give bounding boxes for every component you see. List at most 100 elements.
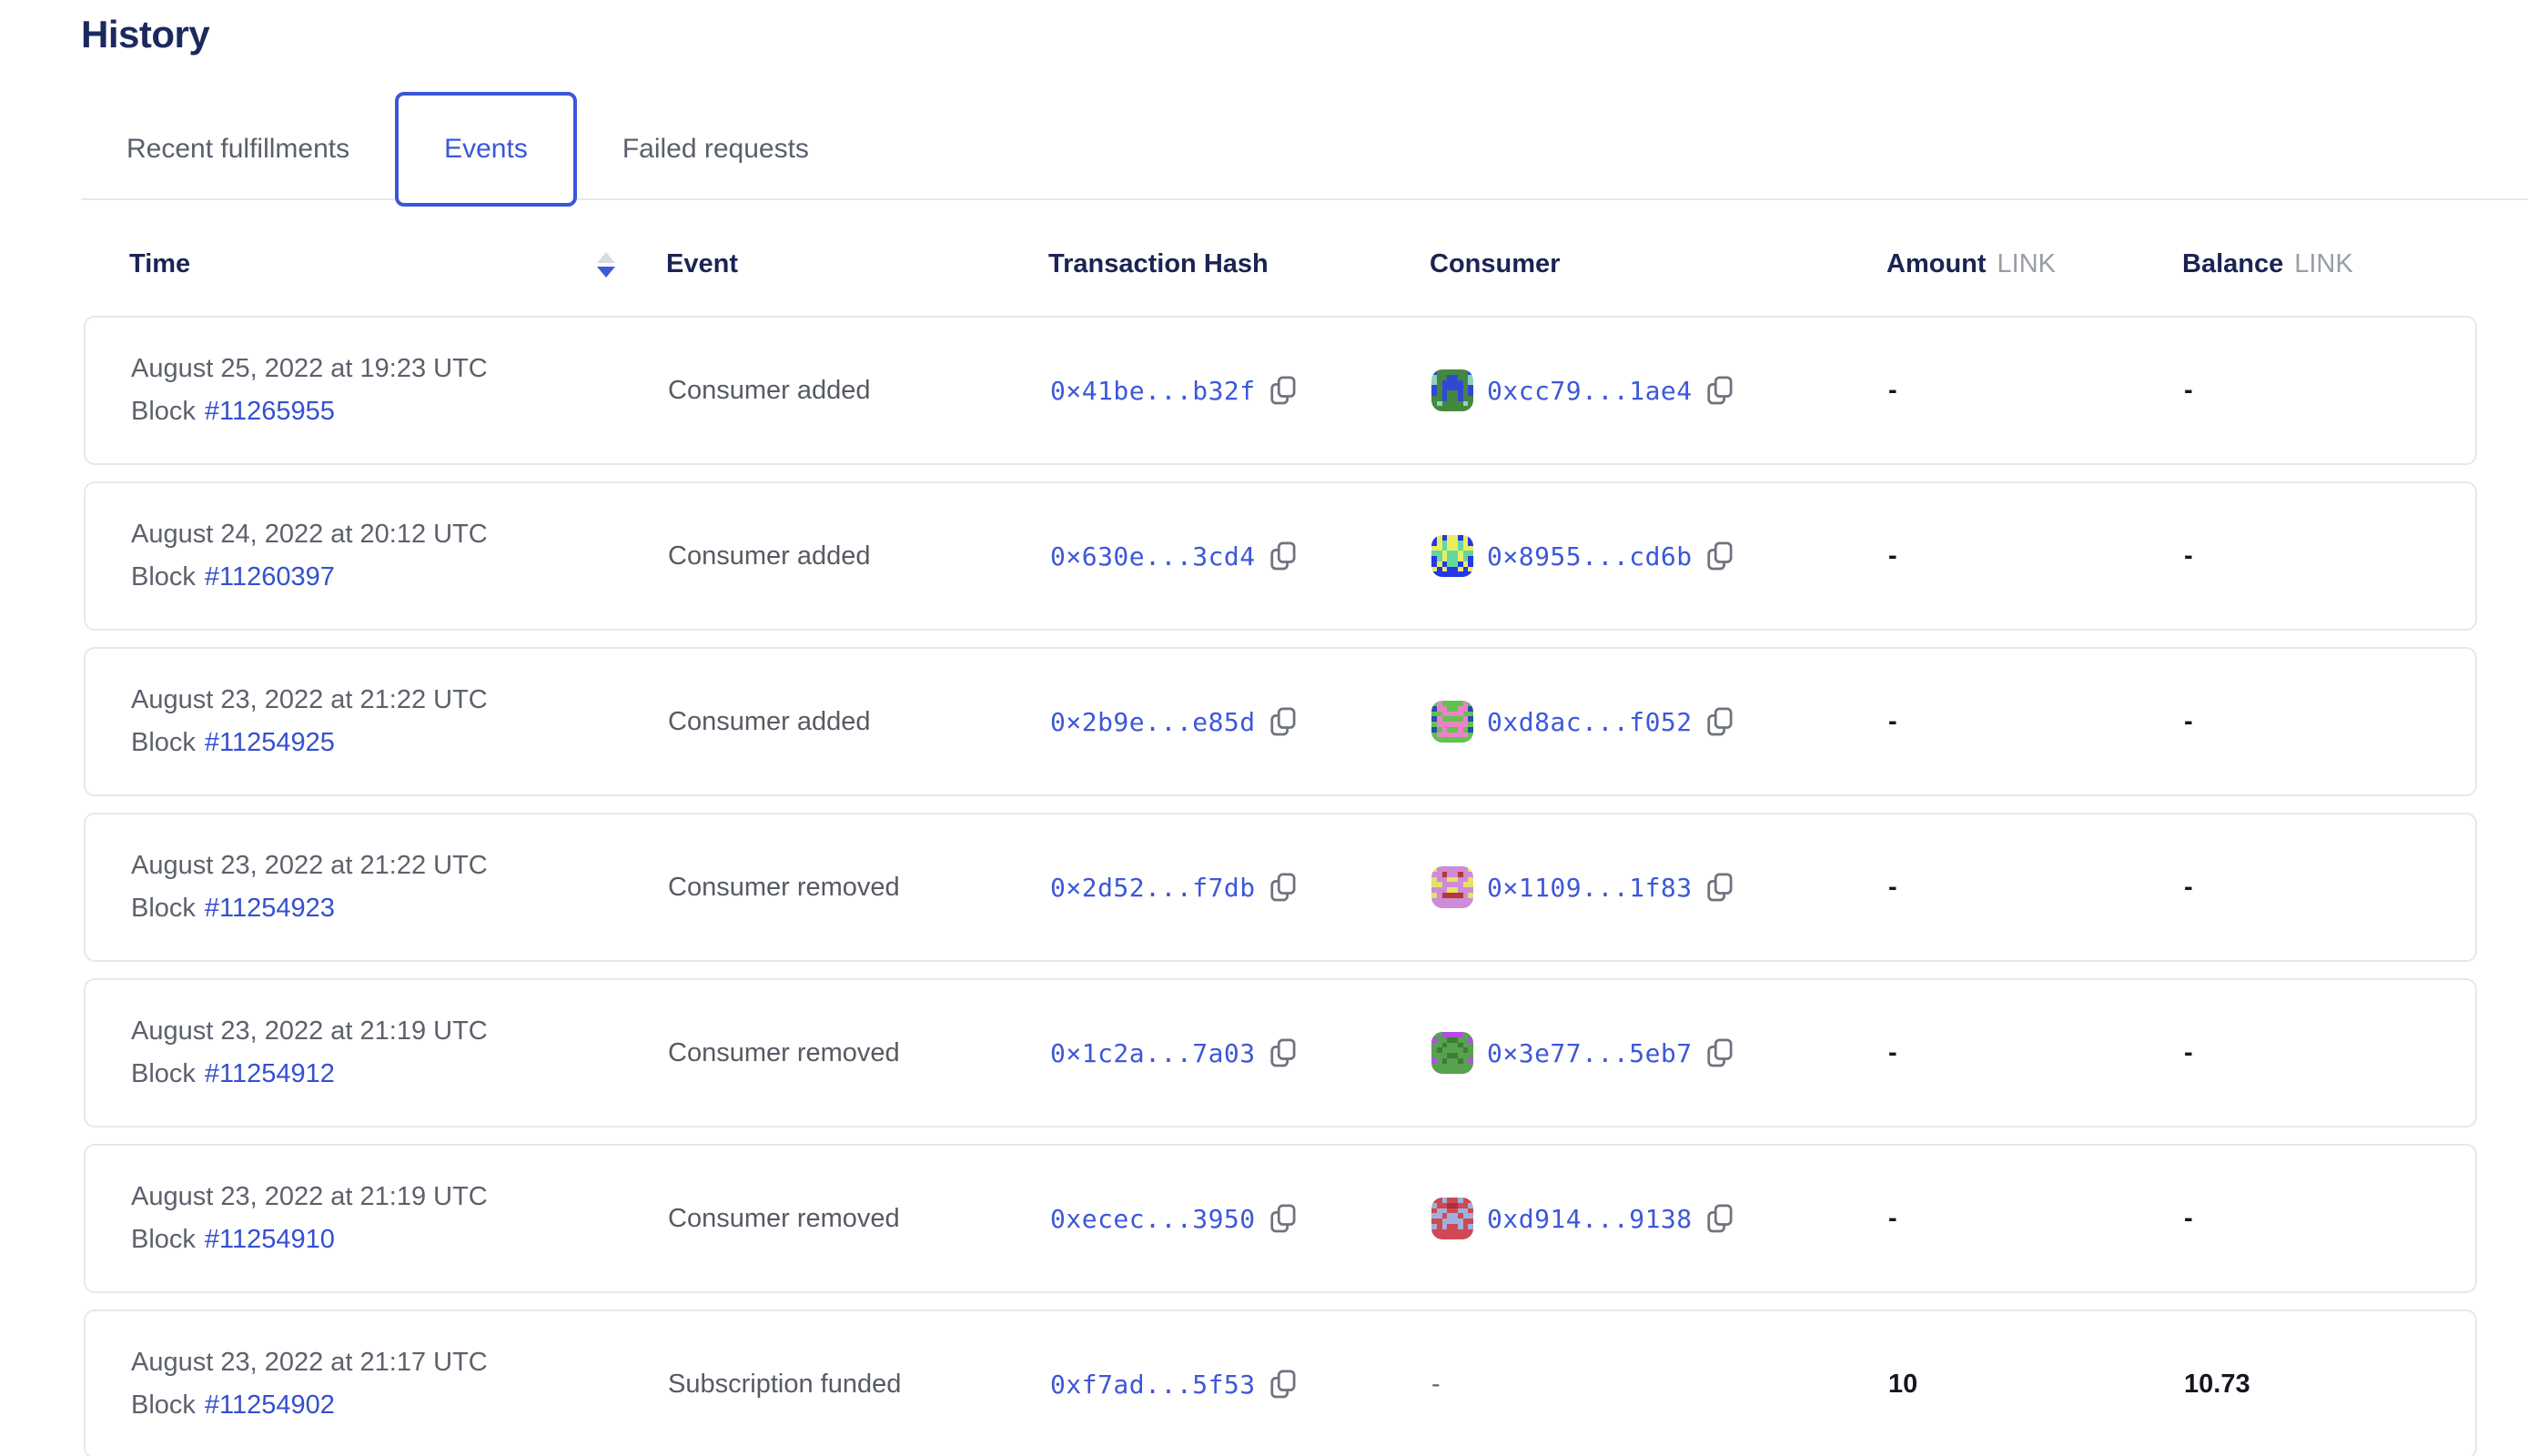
header-event: Event [666,249,738,278]
transaction-hash-link[interactable]: 0×41be...b32f [1050,375,1256,406]
copy-consumer-address-button[interactable] [1706,375,1734,406]
balance-cell: - [2184,1203,2193,1233]
copy-transaction-hash-button[interactable] [1269,541,1297,571]
block-label: Block [131,1059,196,1088]
tab-events[interactable]: Events [395,92,577,207]
block-label: Block [131,1390,196,1420]
block-label: Block [131,397,196,426]
block-number-link[interactable]: #11254910 [204,1225,335,1254]
block-number-link[interactable]: #11254923 [204,894,335,923]
header-balance-unit: LINK [2294,249,2353,278]
block-number-link[interactable]: #11254925 [204,728,335,757]
header-amount-unit: LINK [1997,249,2057,278]
transaction-hash-cell: 0×2b9e...e85d [1050,706,1431,737]
transaction-hash-link[interactable]: 0xf7ad...5f53 [1050,1369,1256,1400]
event-cell: Consumer removed [668,1203,900,1233]
transaction-hash-link[interactable]: 0×1c2a...7a03 [1050,1037,1256,1068]
consumer-address-link[interactable]: 0xd914...9138 [1487,1203,1693,1234]
transaction-hash-cell: 0xf7ad...5f53 [1050,1369,1431,1400]
event-cell: Consumer removed [668,1037,900,1067]
consumer-address-link[interactable]: 0×3e77...5eb7 [1487,1037,1693,1068]
copy-icon [1270,1204,1296,1233]
copy-consumer-address-button[interactable] [1706,1037,1734,1068]
copy-consumer-address-button[interactable] [1706,872,1734,903]
copy-transaction-hash-button[interactable] [1269,375,1297,406]
amount-cell: - [1888,872,1897,902]
time-cell: August 25, 2022 at 19:23 UTC Block #1126… [131,354,668,427]
consumer-address-link[interactable]: 0×8955...cd6b [1487,541,1693,571]
block-number-link[interactable]: #11265955 [204,397,335,426]
consumer-identicon [1431,866,1473,908]
balance-cell: - [2184,1037,2193,1067]
row-date: August 23, 2022 at 21:22 UTC [131,851,488,880]
consumer-link-group: 0xd914...9138 [1431,1198,1734,1239]
time-cell: August 24, 2022 at 20:12 UTC Block #1126… [131,520,668,592]
copy-icon [1707,1204,1733,1233]
page-title: History [81,13,210,56]
balance-cell: - [2184,872,2193,902]
row-date: August 24, 2022 at 20:12 UTC [131,520,488,549]
transaction-hash-cell: 0xecec...3950 [1050,1203,1431,1234]
consumer-address-link[interactable]: 0xd8ac...f052 [1487,706,1693,737]
copy-icon [1270,1370,1296,1399]
consumer-cell: 0×3e77...5eb7 [1431,1032,1888,1074]
balance-cell: 10.73 [2184,1369,2250,1399]
transaction-hash-cell: 0×1c2a...7a03 [1050,1037,1431,1068]
copy-transaction-hash-button[interactable] [1269,1369,1297,1400]
transaction-hash-link[interactable]: 0×630e...3cd4 [1050,541,1256,571]
table-row: August 24, 2022 at 20:12 UTC Block #1126… [84,481,2477,631]
copy-consumer-address-button[interactable] [1706,541,1734,571]
sort-indicator[interactable] [597,251,615,278]
consumer-link-group: 0×8955...cd6b [1431,535,1734,577]
block-label: Block [131,1225,196,1254]
copy-icon [1270,707,1296,736]
consumer-link-group: 0xd8ac...f052 [1431,701,1734,743]
consumer-cell: 0×8955...cd6b [1431,535,1888,577]
table-header: Time Event Transaction Hash Consumer Amo… [129,249,2528,279]
copy-consumer-address-button[interactable] [1706,1203,1734,1234]
consumer-address-link[interactable]: 0xcc79...1ae4 [1487,375,1693,406]
copy-icon [1270,376,1296,405]
consumer-link-group: 0×1109...1f83 [1431,866,1734,908]
block-number-link[interactable]: #11260397 [204,562,335,592]
block-line: Block #11254923 [131,894,668,924]
copy-icon [1270,873,1296,902]
amount-cell: - [1888,706,1897,736]
transaction-hash-cell: 0×2d52...f7db [1050,872,1431,903]
amount-cell: 10 [1888,1369,1918,1399]
block-line: Block #11265955 [131,397,668,427]
consumer-cell: - [1431,1370,1888,1400]
transaction-hash-link[interactable]: 0×2b9e...e85d [1050,706,1256,737]
transaction-hash-link[interactable]: 0xecec...3950 [1050,1203,1256,1234]
copy-transaction-hash-button[interactable] [1269,706,1297,737]
row-date: August 23, 2022 at 21:22 UTC [131,685,488,714]
block-line: Block #11254910 [131,1225,668,1255]
balance-cell: - [2184,541,2193,571]
block-line: Block #11260397 [131,562,668,592]
amount-cell: - [1888,375,1897,405]
header-consumer: Consumer [1430,249,1561,278]
copy-transaction-hash-button[interactable] [1269,1203,1297,1234]
row-date: August 25, 2022 at 19:23 UTC [131,354,488,383]
balance-cell: - [2184,706,2193,736]
sort-desc-icon [597,266,615,278]
block-label: Block [131,562,196,592]
tab-recent-fulfillments[interactable]: Recent fulfillments [126,134,350,164]
copy-transaction-hash-button[interactable] [1269,872,1297,903]
block-line: Block #11254925 [131,728,668,758]
block-label: Block [131,728,196,757]
copy-transaction-hash-button[interactable] [1269,1037,1297,1068]
header-balance: Balance LINK [2182,249,2528,279]
block-number-link[interactable]: #11254902 [204,1390,335,1420]
header-time-label: Time [129,249,191,278]
consumer-address-link[interactable]: 0×1109...1f83 [1487,872,1693,903]
time-cell: August 23, 2022 at 21:19 UTC Block #1125… [131,1016,668,1089]
copy-consumer-address-button[interactable] [1706,706,1734,737]
tab-failed-requests[interactable]: Failed requests [622,134,809,164]
consumer-identicon [1431,1198,1473,1239]
transaction-hash-link[interactable]: 0×2d52...f7db [1050,872,1256,903]
copy-icon [1707,541,1733,571]
row-date: August 23, 2022 at 21:17 UTC [131,1348,488,1377]
block-number-link[interactable]: #11254912 [204,1059,335,1088]
